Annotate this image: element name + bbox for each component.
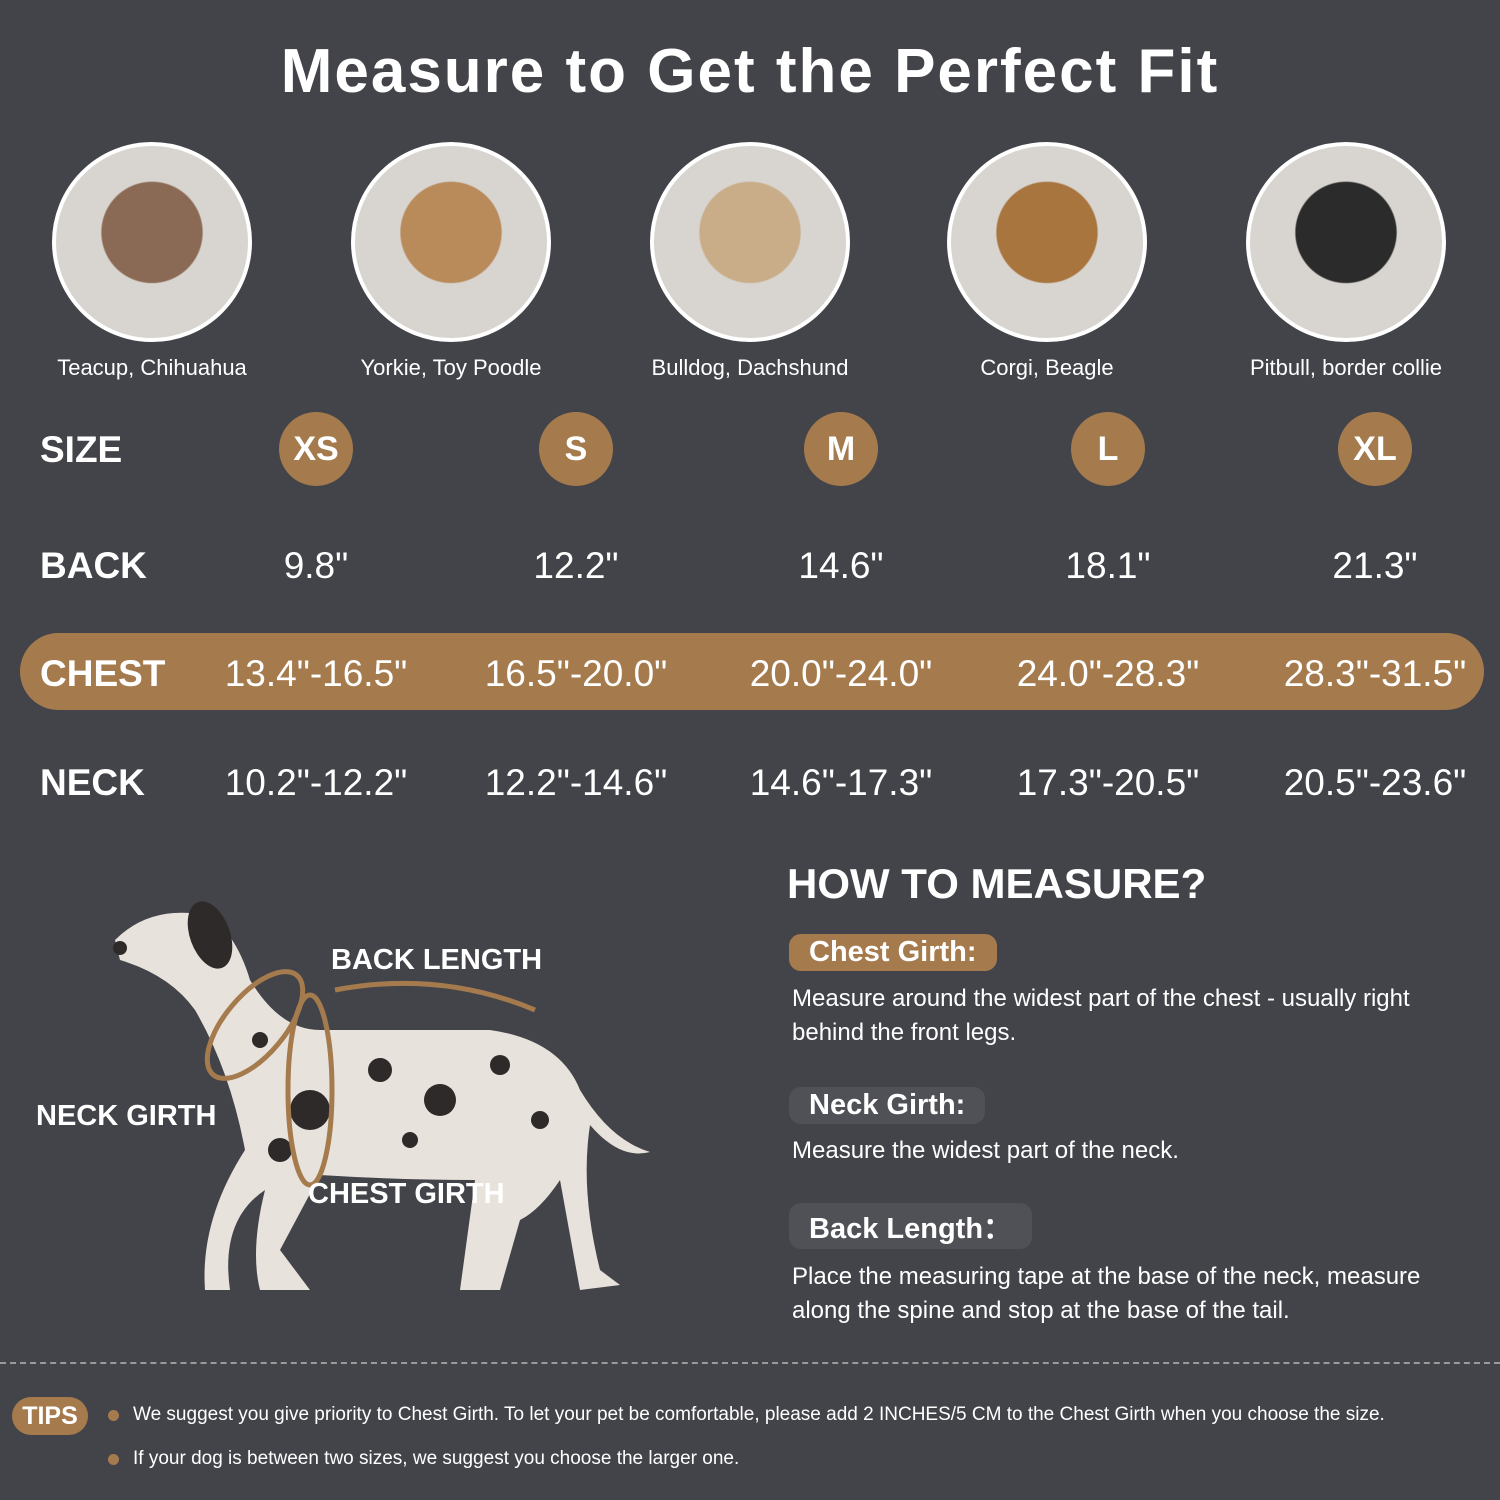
back-value: 9.8" [283, 545, 349, 586]
breed-caption: Pitbull, border collie [1250, 355, 1442, 380]
chest-label: CHEST [40, 653, 166, 694]
neck-value: 10.2"-12.2" [224, 762, 408, 803]
chest-row-highlight [20, 633, 1484, 710]
border-collie-photo [1246, 142, 1446, 342]
chest-girth-label: CHEST GIRTH [308, 1178, 505, 1210]
tip-item: We suggest you give priority to Chest Gi… [108, 1404, 1385, 1426]
chest-value: 13.4"-16.5" [224, 653, 408, 694]
back-length-description: Place the measuring tape at the base of … [792, 1263, 1421, 1324]
tip-text: If your dog is between two sizes, we sug… [133, 1448, 740, 1469]
breed-caption: Teacup, Chihuahua [57, 355, 247, 380]
back-value: 12.2" [533, 545, 619, 586]
neck-value: 17.3"-20.5" [1016, 762, 1200, 803]
how-to-measure-title: HOW TO MEASURE? [787, 860, 1207, 907]
breed-caption: Yorkie, Toy Poodle [360, 355, 542, 380]
back-value: 18.1" [1065, 545, 1151, 586]
size-badge-1: S [539, 412, 613, 486]
back-value: 14.6" [798, 545, 884, 586]
chest-value: 16.5"-20.0" [484, 653, 668, 694]
neck-label: NECK [40, 762, 145, 803]
chest-value: 20.0"-24.0" [749, 653, 933, 694]
yorkie-photo [351, 142, 551, 342]
back-length-line [334, 980, 536, 1013]
chest-girth-heading: Chest Girth: [789, 934, 997, 971]
tip-text: We suggest you give priority to Chest Gi… [133, 1404, 1385, 1425]
size-label: SIZE [40, 429, 123, 470]
breed-caption: Corgi, Beagle [980, 355, 1114, 380]
size-badge-0: XS [279, 412, 353, 486]
dalmatian-diagram [113, 901, 650, 1290]
size-badge-3: L [1071, 412, 1145, 486]
neck-girth-label: NECK GIRTH [36, 1100, 217, 1132]
chest-value: 24.0"-28.3" [1016, 653, 1200, 694]
breed-caption: Bulldog, Dachshund [651, 355, 849, 380]
chest-value: 28.3"-31.5" [1283, 653, 1467, 694]
back-length-label: BACK LENGTH [331, 944, 543, 976]
chest-girth-description: Measure around the widest part of the ch… [792, 985, 1410, 1046]
back-value: 21.3" [1332, 545, 1418, 586]
neck-value: 14.6"-17.3" [749, 762, 933, 803]
chihuahua-photo [52, 142, 252, 342]
back-length-heading: Back Length： [789, 1203, 1033, 1249]
tips-badge: TIPS [12, 1397, 88, 1435]
pug-photo [650, 142, 850, 342]
divider [0, 1362, 1500, 1364]
neck-value: 12.2"-14.6" [484, 762, 668, 803]
tip-item: If your dog is between two sizes, we sug… [108, 1448, 739, 1470]
size-badge-4: XL [1338, 412, 1412, 486]
dalmatian-illustration [113, 901, 650, 1290]
back-label: BACK [40, 545, 147, 586]
neck-girth-heading: Neck Girth: [789, 1087, 986, 1124]
chest-girth-line [285, 992, 335, 1188]
page-title: Measure to Get the Perfect Fit [280, 37, 1220, 106]
neck-girth-description: Measure the widest part of the neck. [792, 1137, 1179, 1164]
beagle-photo [947, 142, 1147, 342]
bullet-icon [108, 1409, 119, 1421]
size-badge-2: M [804, 412, 878, 486]
bullet-icon [108, 1453, 119, 1465]
neck-value: 20.5"-23.6" [1283, 762, 1467, 803]
neck-girth-line [204, 969, 306, 1081]
